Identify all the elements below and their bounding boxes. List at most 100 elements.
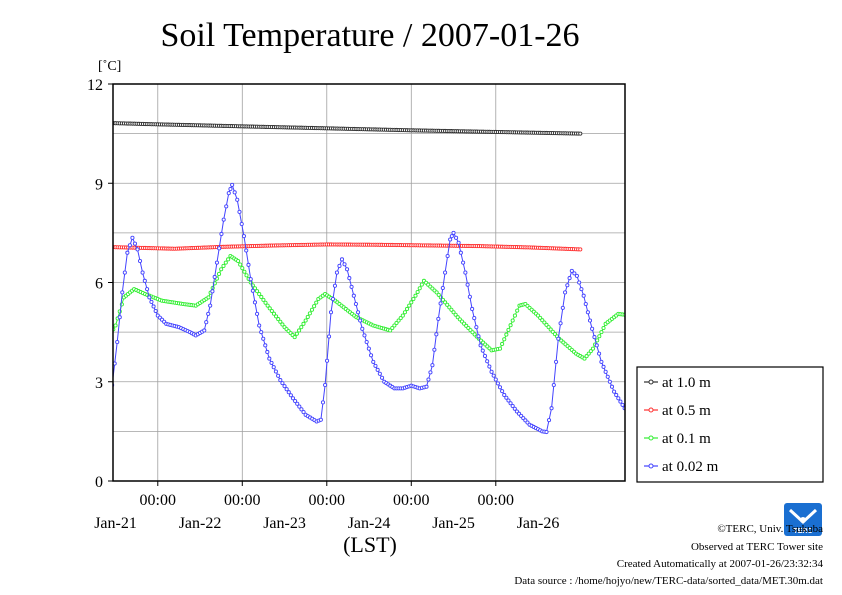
x-axis-label: (LST) (343, 532, 397, 557)
data-point (309, 307, 315, 312)
legend-label: at 0.5 m (662, 403, 711, 419)
data-point (95, 121, 98, 124)
data-point (497, 385, 503, 390)
data-point (103, 245, 106, 248)
data-point (127, 243, 132, 248)
data-point (584, 354, 589, 359)
data-point (609, 384, 615, 389)
data-point (426, 377, 431, 382)
plot-series (72, 121, 719, 435)
data-point (290, 396, 296, 401)
data-point (72, 354, 75, 357)
data-point (263, 300, 268, 305)
data-point (314, 300, 319, 305)
data-point (579, 287, 584, 292)
data-point (80, 356, 83, 359)
data-point (332, 283, 338, 288)
data-point (107, 335, 110, 338)
data-point (101, 245, 104, 248)
data-point (411, 296, 416, 302)
data-point (312, 304, 317, 309)
data-point (84, 245, 87, 248)
data-point (255, 311, 260, 316)
data-point (436, 316, 441, 321)
data-point (214, 260, 219, 265)
data-point (82, 245, 85, 248)
data-point (546, 418, 552, 423)
data-point (461, 260, 466, 265)
data-point (590, 346, 596, 351)
data-point (396, 318, 401, 323)
data-point (294, 331, 299, 336)
data-point (325, 358, 330, 363)
data-point (212, 274, 217, 280)
data-point (257, 292, 262, 297)
data-point (704, 327, 707, 330)
data-point (91, 245, 94, 248)
data-point (500, 341, 505, 347)
data-point (430, 363, 435, 368)
data-point (90, 370, 93, 373)
data-point (642, 316, 645, 319)
data-point (347, 276, 352, 281)
data-point (476, 334, 481, 339)
x-date-label: Jan-25 (432, 515, 475, 532)
data-point (616, 396, 621, 401)
data-point (574, 273, 579, 278)
y-axis-unit: [˚C] (98, 59, 121, 74)
data-point (232, 190, 237, 195)
data-point (612, 389, 617, 394)
data-point (434, 332, 439, 337)
data-point (556, 336, 561, 341)
data-point (620, 402, 625, 407)
data-point (449, 234, 454, 239)
data-point (263, 343, 268, 348)
data-point (443, 300, 448, 305)
data-point (434, 290, 439, 295)
data-point (400, 313, 405, 318)
data-point (113, 332, 114, 334)
data-point (265, 303, 270, 308)
data-point (101, 121, 104, 124)
data-point (223, 260, 228, 265)
data-point (448, 237, 453, 242)
data-point (554, 359, 559, 364)
data-point (269, 360, 274, 365)
data-point (102, 392, 105, 395)
data-point (353, 301, 358, 307)
data-point (582, 356, 587, 361)
data-point (257, 323, 262, 328)
data-point (125, 250, 130, 255)
data-point (478, 343, 483, 348)
data-point (708, 336, 711, 339)
footer-created: Created Automatically at 2007-01-26/23:3… (617, 558, 824, 570)
data-point (261, 297, 266, 302)
data-point (78, 245, 81, 248)
data-point (72, 245, 75, 248)
data-point (288, 393, 293, 398)
grid (113, 83, 625, 482)
data-point (103, 121, 106, 124)
data-point (261, 336, 266, 341)
data-point (269, 308, 274, 314)
data-point (76, 326, 79, 329)
data-point (224, 204, 229, 209)
data-point (716, 342, 719, 345)
data-point (629, 415, 632, 418)
data-point (508, 323, 513, 328)
series-1 (95, 121, 583, 136)
x-time-label: 00:00 (140, 492, 176, 509)
data-point (97, 245, 100, 248)
terc-logo: TERC (784, 503, 822, 536)
data-point (512, 406, 517, 411)
data-point (299, 325, 304, 330)
data-point (407, 303, 412, 308)
data-point (369, 353, 374, 358)
data-point (493, 377, 498, 382)
data-point (105, 396, 108, 399)
data-point (515, 308, 520, 313)
data-point (487, 364, 492, 369)
data-point (326, 334, 332, 339)
data-point (443, 270, 448, 275)
data-point (153, 308, 158, 314)
